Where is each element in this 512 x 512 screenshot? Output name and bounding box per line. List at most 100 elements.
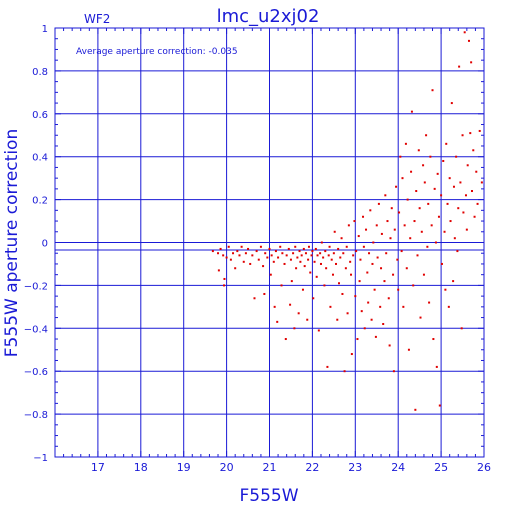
data-point (217, 252, 220, 255)
x-axis-label: F555W (239, 486, 298, 506)
data-point (236, 250, 239, 253)
data-point (420, 230, 423, 233)
data-point (465, 228, 468, 231)
data-point (389, 237, 392, 240)
data-point (464, 194, 467, 197)
data-point (283, 262, 286, 265)
data-point (249, 262, 252, 265)
data-point (352, 254, 355, 257)
data-point (413, 220, 416, 223)
data-point (293, 327, 296, 330)
data-point (353, 220, 356, 223)
data-point (446, 202, 449, 205)
data-point (375, 224, 378, 227)
data-point (436, 172, 439, 175)
data-point (372, 241, 375, 244)
data-point (422, 273, 425, 276)
data-point (332, 252, 335, 255)
data-point (223, 277, 226, 280)
data-point (427, 202, 430, 205)
data-point (295, 267, 298, 270)
data-point (337, 282, 340, 285)
data-point (402, 305, 405, 308)
data-point (331, 273, 334, 276)
data-point (444, 288, 447, 291)
data-point (455, 155, 458, 158)
data-point (312, 297, 315, 300)
y-tick-label: 0 (42, 239, 48, 250)
data-point (343, 370, 346, 373)
data-point (304, 252, 307, 255)
data-point (346, 312, 349, 315)
data-point (463, 31, 466, 34)
data-point (229, 258, 232, 261)
y-tick-label: 0.4 (32, 153, 48, 164)
data-point (469, 132, 472, 135)
data-point (297, 312, 300, 315)
data-point (461, 134, 464, 137)
data-point (382, 323, 385, 326)
data-point (232, 252, 235, 255)
data-point (400, 250, 403, 253)
data-point (299, 260, 302, 263)
data-point (450, 102, 453, 105)
data-point (219, 247, 222, 250)
y-tick-label: −0.2 (24, 281, 48, 292)
data-point (341, 292, 344, 295)
data-point (320, 241, 323, 244)
data-point (448, 177, 451, 180)
data-point (315, 275, 318, 278)
data-point (310, 254, 313, 257)
data-point (415, 190, 418, 193)
data-point (294, 245, 297, 248)
data-point (373, 288, 376, 291)
data-point (385, 252, 388, 255)
data-point (301, 288, 304, 291)
x-tick-label: 19 (177, 461, 191, 474)
data-point (409, 237, 412, 240)
data-point (422, 164, 425, 167)
data-point (354, 295, 357, 298)
data-point (272, 260, 275, 263)
data-point (287, 247, 290, 250)
data-point (462, 211, 465, 214)
data-point (242, 260, 245, 263)
data-point (266, 256, 269, 259)
average-correction-annotation: Average aperture correction: -0.035 (76, 47, 238, 57)
data-point (392, 273, 395, 276)
data-point (356, 338, 359, 341)
data-point (347, 224, 350, 227)
data-point (240, 245, 243, 248)
data-point (380, 232, 383, 235)
data-point (238, 254, 241, 257)
data-point (395, 185, 398, 188)
data-point (307, 258, 310, 261)
data-point (419, 316, 422, 319)
data-point (440, 194, 443, 197)
data-point (270, 254, 273, 257)
data-point (374, 335, 377, 338)
data-point (423, 181, 426, 184)
data-point (440, 262, 443, 265)
data-point (459, 181, 462, 184)
data-point (355, 250, 358, 253)
data-point (426, 245, 429, 248)
data-point (365, 228, 368, 231)
data-point (350, 353, 353, 356)
x-tick-label: 25 (434, 461, 448, 474)
data-point (380, 267, 383, 270)
data-point (223, 284, 226, 287)
y-tick-label: 0.2 (32, 196, 48, 207)
data-point (285, 254, 288, 257)
data-point (366, 271, 369, 274)
x-tick-label: 26 (477, 461, 491, 474)
data-point (433, 187, 436, 190)
chart-title: lmc_u2xj02 (217, 6, 320, 27)
data-point (438, 404, 441, 407)
data-point (470, 61, 473, 64)
data-point (434, 241, 437, 244)
data-point (329, 305, 332, 308)
data-point (306, 318, 309, 321)
data-point (457, 207, 460, 210)
